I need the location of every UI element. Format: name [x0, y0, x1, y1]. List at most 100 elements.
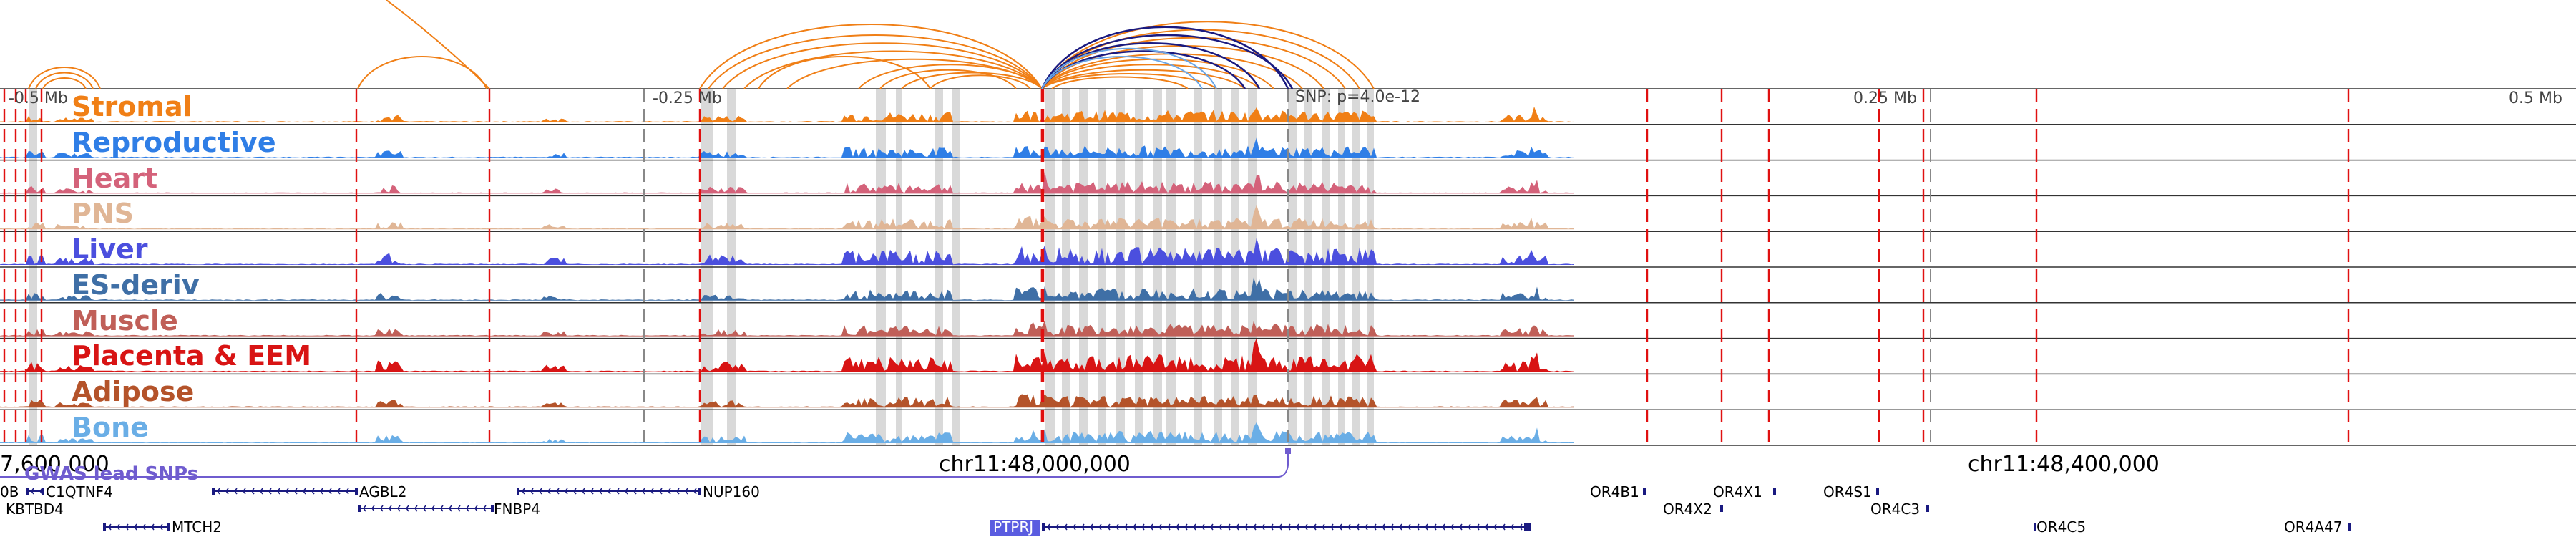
gene-glyph-small: [2348, 523, 2351, 531]
gene-glyph-ptprj-strand: [1476, 523, 1480, 531]
gene-glyph-fnbp4-strand: [466, 505, 469, 512]
gene-glyph-ptprj-strand: [1210, 523, 1214, 531]
gene-glyph-ptprj-strand: [1296, 523, 1299, 531]
gene-glyph-nup160-strand: [642, 488, 645, 495]
gene-glyph-ptprj-strand: [1365, 523, 1368, 531]
gene-glyph-ptprj-strand: [1502, 523, 1506, 531]
gene-glyph-nup160-exon: [517, 488, 519, 495]
gene-glyph-ptprj-end: [1524, 523, 1531, 531]
gene-glyph-agbl2-strand: [225, 488, 229, 495]
track-label-muscle: Muscle: [72, 305, 178, 337]
gene-glyph-nup160-strand: [616, 488, 620, 495]
gene-glyph-nup160-strand: [685, 488, 688, 495]
gene-glyph-mtch2-strand: [142, 523, 146, 531]
gene-glyph-ptprj-strand: [1141, 523, 1145, 531]
track-label-es-deriv: ES-deriv: [72, 269, 200, 301]
gene-glyph-small: [2034, 523, 2036, 531]
gene-label-or4c5: OR4C5: [2036, 518, 2086, 536]
gene-glyph-nup160-strand: [659, 488, 663, 495]
gene-glyph-ptprj-strand: [1150, 523, 1153, 531]
loop-arc: [35, 72, 94, 90]
gene-glyph-fnbp4-strand: [406, 505, 409, 512]
track-label-stromal: Stromal: [72, 91, 192, 122]
signal-7: [0, 320, 1574, 337]
coordinate-center: chr11:48,000,000: [939, 452, 1131, 477]
gene-glyph-nup160-strand: [530, 488, 534, 495]
gene-glyph-ptprj-strand: [1330, 523, 1334, 531]
gene-glyph-mtch2-exon: [167, 523, 170, 531]
loop-arc: [858, 64, 1043, 90]
gene-label-ptprj: PTPRJ: [993, 518, 1033, 536]
gene-glyph-nup160-strand: [547, 488, 551, 495]
gene-glyph-ptprj-strand: [1184, 523, 1188, 531]
gene-label-nup160: NUP160: [703, 483, 760, 500]
gene-glyph-agbl2-strand: [346, 488, 349, 495]
loop-arc: [1041, 64, 1260, 90]
gene-glyph-nup160-strand: [565, 488, 568, 495]
gene-glyph-nup160-strand: [556, 488, 560, 495]
gene-glyph-ptprj-strand: [1304, 523, 1308, 531]
gene-glyph-nup160-strand: [650, 488, 654, 495]
loop-arc: [1041, 69, 1246, 90]
gene-glyph-ptprj-strand: [1399, 523, 1402, 531]
gene-glyph-ptprj-strand: [1081, 523, 1085, 531]
gene-glyph-nup160-strand: [608, 488, 611, 495]
loop-arc: [386, 0, 490, 90]
loop-arc: [722, 42, 1043, 90]
gene-glyph-agbl2-strand: [251, 488, 255, 495]
gene-label-or4s1: OR4S1: [1823, 483, 1872, 500]
signal-2: [0, 137, 1574, 158]
gene-label-0b: 0B: [0, 483, 19, 500]
gene-glyph-ptprj-strand: [1047, 523, 1050, 531]
gwas-connector-line: [0, 451, 1289, 478]
signal-5: [0, 238, 1574, 265]
coordinate-right: chr11:48,400,000: [1968, 452, 2160, 477]
loop-arc: [901, 72, 1043, 90]
gene-glyph-ptprj-strand: [1313, 523, 1317, 531]
gene-glyph-agbl2-strand: [328, 488, 332, 495]
gene-glyph-small: [1720, 505, 1723, 512]
gene-glyph-ptprj-strand: [1279, 523, 1282, 531]
gene-glyph-ptprj-strand: [1356, 523, 1360, 531]
loop-arc: [1041, 21, 1375, 90]
gene-glyph-small: [1643, 488, 1646, 495]
gene-glyph-ptprj-strand: [1116, 523, 1119, 531]
gene-glyph-agbl2-strand: [320, 488, 323, 495]
gene-glyph-nup160-strand: [599, 488, 602, 495]
gene-glyph-agbl2-exon: [212, 488, 215, 495]
loop-arc: [1051, 76, 1189, 90]
gene-glyph-c1qtnf4-exon: [42, 488, 44, 495]
signal-6: [0, 277, 1574, 301]
gene-glyph-fnbp4-exon: [358, 505, 361, 512]
loop-arc: [42, 77, 87, 90]
gene-glyph-fnbp4-strand: [483, 505, 487, 512]
track-label-heart: Heart: [72, 163, 157, 194]
gene-label-agbl2: AGBL2: [359, 483, 406, 500]
loop-arc: [930, 74, 1031, 90]
gene-glyph-ptprj-strand: [1347, 523, 1351, 531]
gene-glyph-nup160-exon: [698, 488, 701, 495]
gene-glyph-nup160-strand: [693, 488, 697, 495]
gene-glyph-ptprj-strand: [1055, 523, 1059, 531]
gene-glyph-fnbp4-strand: [371, 505, 375, 512]
gene-glyph-agbl2-strand: [294, 488, 298, 495]
gene-glyph-ptprj-strand: [1322, 523, 1325, 531]
gene-glyph-ptprj-strand: [1493, 523, 1497, 531]
scale-label-plus-0.5: 0.5 Mb: [2509, 90, 2562, 107]
signal-9: [0, 394, 1574, 408]
gene-highlight-ptprj: [990, 520, 1040, 536]
gene-glyph-mtch2-strand: [134, 523, 137, 531]
track-label-reproductive: Reproductive: [72, 127, 276, 158]
loop-arc: [699, 24, 1043, 90]
loop-arc: [879, 69, 1017, 90]
gene-glyph-fnbp4-strand: [397, 505, 401, 512]
gene-track: 0B C1QTNF4 KBTBD4 AGBL2 FNBP4 NUP160 MTC…: [0, 483, 2351, 536]
gene-glyph-agbl2-exon: [355, 488, 358, 495]
scale-label-plus-0.25: 0.25 Mb: [1853, 90, 1917, 107]
gene-glyph-nup160-strand: [590, 488, 594, 495]
gene-glyph-ptprj-strand: [1373, 523, 1377, 531]
gene-glyph-ptprj-strand: [1459, 523, 1463, 531]
gene-glyph-mtch2-strand: [117, 523, 120, 531]
gene-glyph-agbl2-strand: [337, 488, 341, 495]
